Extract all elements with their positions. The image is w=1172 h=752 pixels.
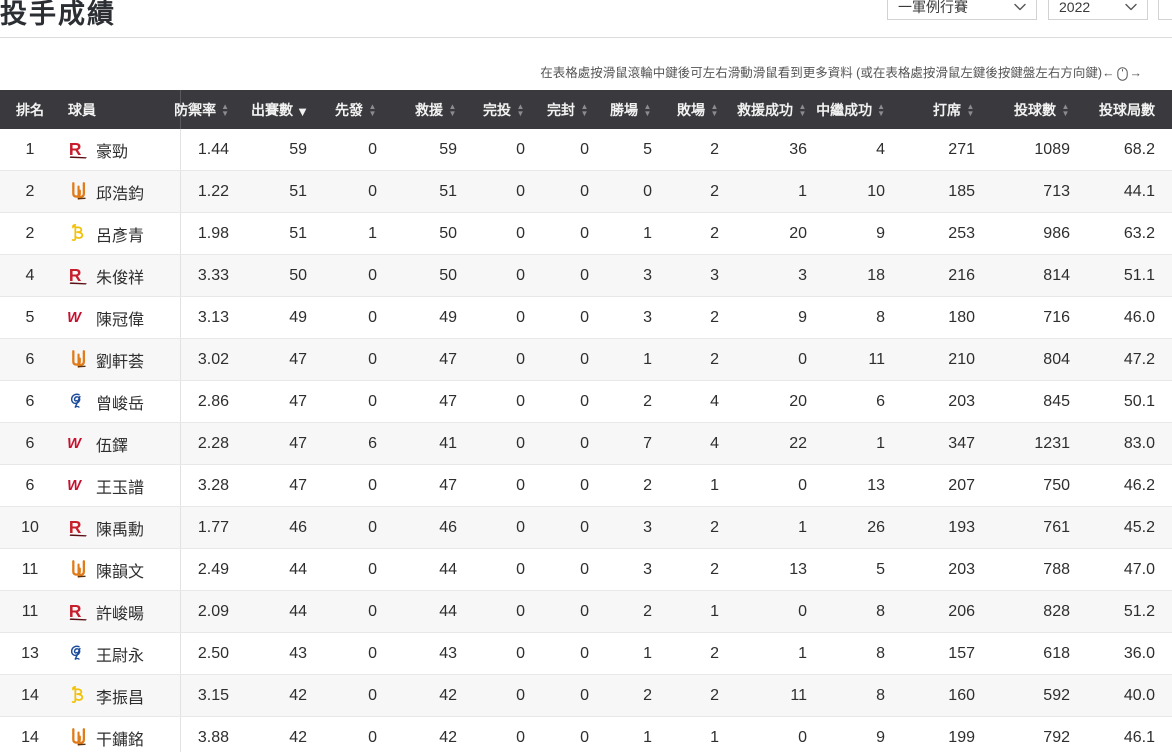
svg-text:R: R [69, 517, 82, 537]
svg-text:R: R [69, 265, 82, 285]
svg-text:W: W [68, 436, 82, 452]
svg-text:R: R [69, 139, 82, 159]
svg-text:W: W [68, 478, 82, 494]
svg-text:R: R [69, 601, 82, 621]
svg-text:W: W [68, 310, 82, 326]
